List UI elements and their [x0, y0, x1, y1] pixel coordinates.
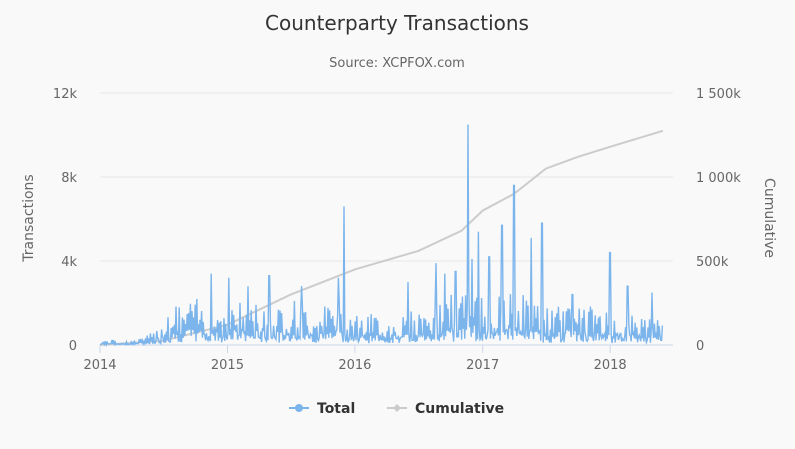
legend-marker-total	[295, 404, 303, 412]
plot-area	[99, 124, 664, 348]
chart-subtitle: Source: XCPFOX.com	[329, 56, 465, 71]
series-total-line	[99, 124, 664, 348]
right-axis-ticks: 0 500k 1 000k 1 500k	[696, 87, 741, 354]
y-right-tick-label: 1 000k	[696, 171, 741, 186]
left-axis-ticks: 0 4k 8k 12k	[53, 87, 78, 354]
legend: Total Cumulative	[289, 401, 504, 417]
legend-label-total: Total	[317, 401, 355, 417]
x-axis-ticks: 2014 2015 2016 2017 2018	[83, 344, 673, 373]
x-tick-label: 2016	[338, 358, 371, 373]
x-tick-label: 2018	[594, 358, 627, 373]
x-tick-label: 2014	[83, 358, 116, 373]
y-right-tick-label: 0	[696, 339, 704, 354]
x-tick-label: 2015	[211, 358, 244, 373]
legend-label-cumulative: Cumulative	[415, 401, 504, 417]
y-left-tick-label: 0	[69, 339, 77, 354]
legend-marker-cumulative	[393, 404, 401, 412]
y-left-tick-label: 4k	[61, 255, 77, 270]
chart-title: Counterparty Transactions	[265, 11, 529, 35]
y-left-axis-label: Transactions	[21, 174, 37, 262]
y-left-tick-label: 8k	[61, 171, 77, 186]
y-left-tick-label: 12k	[53, 87, 78, 102]
y-right-tick-label: 500k	[696, 255, 729, 270]
legend-item-total[interactable]: Total	[289, 401, 355, 417]
legend-item-cumulative[interactable]: Cumulative	[387, 401, 504, 417]
y-right-axis-label: Cumulative	[761, 178, 777, 258]
series-cumulative-line	[99, 129, 664, 346]
y-right-tick-label: 1 500k	[696, 87, 741, 102]
grid-lines	[100, 92, 673, 346]
x-tick-label: 2017	[466, 358, 499, 373]
